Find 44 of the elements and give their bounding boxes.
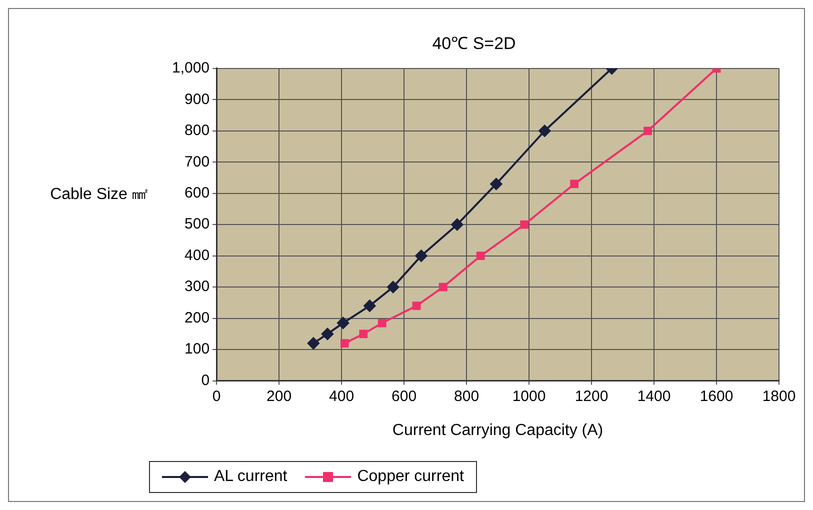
y-tick-label: 700 bbox=[184, 153, 210, 170]
chart-title: 40℃ S=2D bbox=[432, 34, 516, 53]
x-axis-title: Current Carrying Capacity (A) bbox=[392, 422, 604, 439]
y-axis-title: Cable Size ㎟ bbox=[49, 185, 149, 205]
point bbox=[359, 330, 368, 338]
y-tick-label: 500 bbox=[184, 216, 210, 233]
x-tick-label: 1200 bbox=[574, 388, 608, 405]
point bbox=[415, 250, 428, 262]
x-tick-label: 200 bbox=[266, 388, 292, 405]
y-tick-label: 100 bbox=[184, 340, 210, 358]
y-tick-label: 200 bbox=[184, 309, 210, 326]
y-tick-label: 300 bbox=[184, 278, 210, 296]
x-tick-label: 1800 bbox=[762, 388, 796, 405]
point bbox=[490, 178, 502, 190]
x-tick-label: 800 bbox=[454, 388, 480, 405]
legend-label: AL current bbox=[214, 468, 288, 486]
point bbox=[476, 252, 485, 260]
point bbox=[337, 317, 350, 330]
y-tick-label: 600 bbox=[184, 184, 210, 202]
y-tick-label: 900 bbox=[184, 90, 210, 108]
x-tick-label: 1400 bbox=[637, 388, 671, 405]
point bbox=[451, 218, 464, 231]
x-tick-label: 0 bbox=[212, 388, 221, 405]
y-tick-label: 400 bbox=[184, 246, 210, 264]
point bbox=[438, 282, 448, 292]
point bbox=[340, 339, 349, 348]
y-tick-label: 0 bbox=[201, 372, 210, 389]
y-tick-label: 800 bbox=[184, 122, 210, 140]
x-tick-label: 1600 bbox=[700, 388, 734, 405]
point bbox=[520, 220, 529, 229]
point bbox=[538, 124, 551, 137]
point bbox=[644, 126, 652, 136]
point bbox=[364, 300, 376, 312]
point bbox=[321, 328, 334, 340]
point bbox=[412, 302, 421, 310]
point bbox=[387, 281, 400, 294]
x-tick-label: 400 bbox=[329, 388, 354, 405]
x-tick-label: 600 bbox=[392, 388, 417, 405]
point bbox=[570, 180, 579, 188]
x-tick-label: 1000 bbox=[512, 388, 546, 405]
legend-label: Copper current bbox=[357, 468, 464, 486]
point bbox=[307, 337, 320, 350]
point bbox=[378, 318, 386, 328]
y-tick-label: 1,000 bbox=[172, 60, 210, 77]
